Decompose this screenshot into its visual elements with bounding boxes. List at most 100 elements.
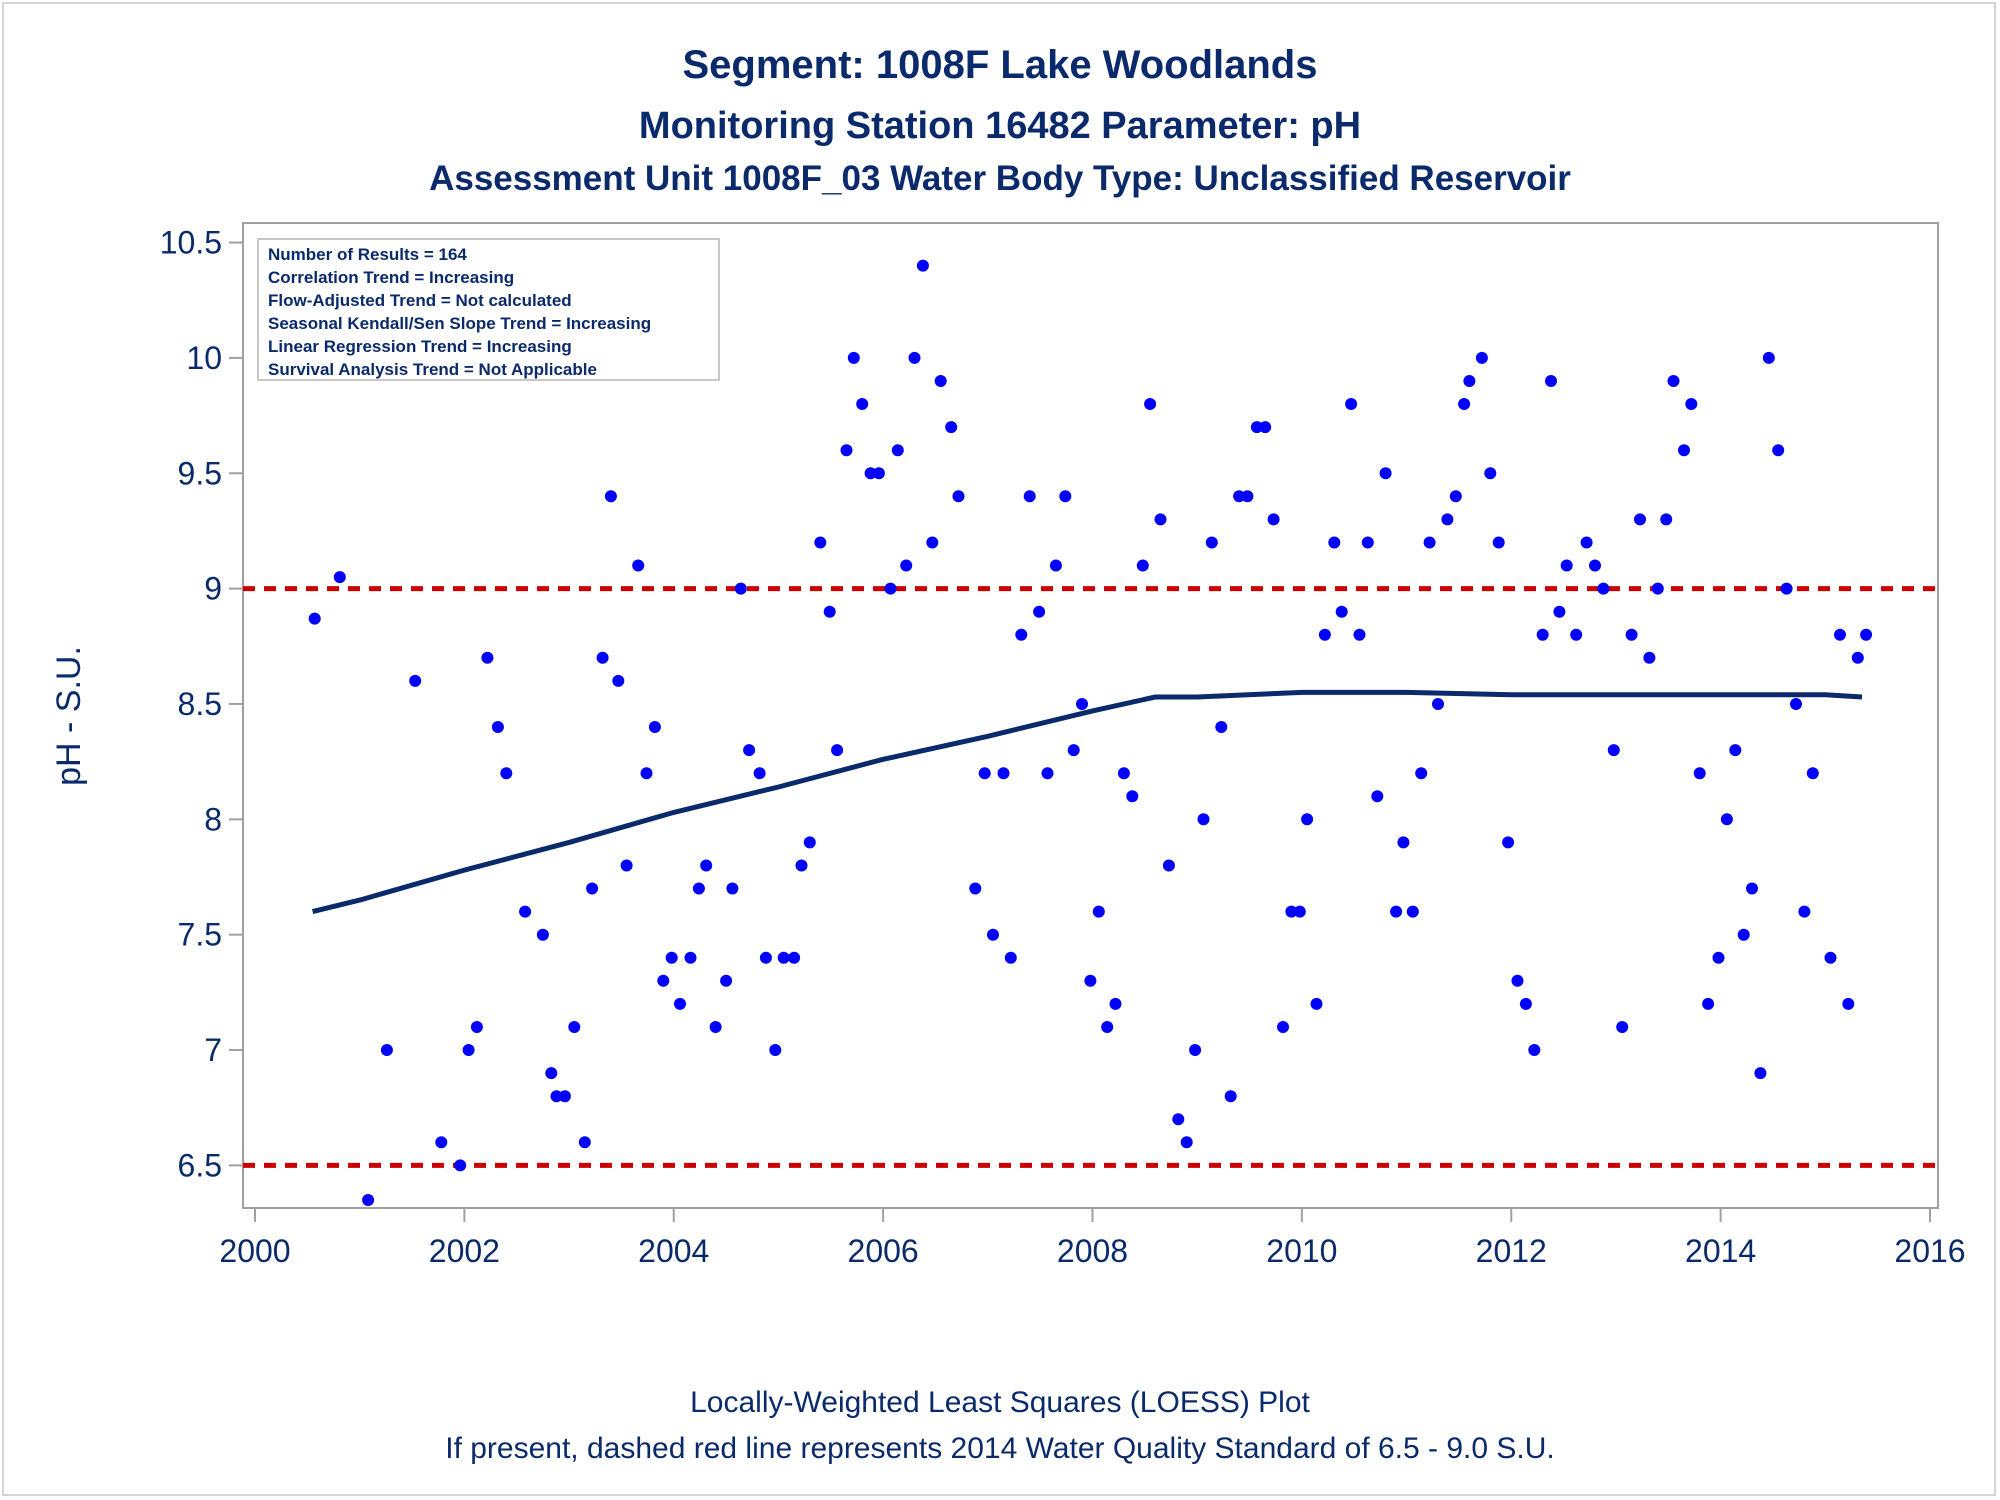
data-point: [1475, 351, 1488, 364]
chart-subtitle-2: Assessment Unit 1008F_03 Water Body Type…: [429, 159, 1571, 198]
data-point: [308, 612, 321, 625]
data-point: [1678, 444, 1690, 457]
data-point: [1693, 767, 1706, 780]
data-point: [1634, 513, 1646, 526]
data-point: [1712, 951, 1725, 964]
data-point: [491, 721, 504, 733]
chart-subtitle: Monitoring Station 16482 Parameter: pH: [639, 105, 1361, 147]
data-point: [856, 398, 869, 410]
data-point: [1580, 536, 1593, 549]
data-point: [568, 1021, 581, 1033]
plot-area: [242, 222, 1939, 1209]
info-line-3: Flow-Adjusted Trend = Not calculated: [268, 291, 572, 310]
data-point: [1310, 997, 1323, 1010]
data-point: [997, 767, 1010, 780]
footnote-2: If present, dashed red line represents 2…: [445, 1432, 1555, 1465]
data-point: [1241, 490, 1254, 503]
data-point: [840, 444, 853, 457]
data-point: [753, 767, 766, 780]
data-point: [1015, 628, 1028, 641]
data-point: [578, 1136, 591, 1149]
data-point: [1318, 628, 1331, 641]
data-point: [1772, 444, 1785, 457]
data-point: [500, 767, 513, 780]
data-point: [692, 882, 705, 895]
data-point: [1361, 536, 1374, 549]
data-point: [1415, 767, 1428, 780]
data-point: [640, 767, 653, 780]
data-point: [1335, 605, 1348, 618]
data-point: [1834, 628, 1846, 641]
data-point: [1570, 628, 1583, 641]
y-tick-label: 9: [204, 571, 222, 607]
info-line-6: Survival Analysis Trend = Not Applicable: [268, 360, 597, 379]
y-tick-label: 6.5: [178, 1147, 222, 1183]
data-point: [674, 997, 686, 1010]
data-point: [884, 582, 897, 595]
x-tick-label: 2014: [1685, 1233, 1756, 1269]
data-point: [934, 375, 947, 387]
data-point: [769, 1044, 782, 1056]
data-point: [333, 571, 346, 584]
data-point: [612, 674, 625, 687]
data-point: [1371, 790, 1384, 803]
data-point: [1851, 651, 1864, 664]
data-point: [847, 351, 860, 364]
standard-lines: [243, 586, 1938, 1168]
data-point: [900, 559, 913, 572]
x-tick-label: 2008: [1057, 1233, 1128, 1269]
x-tick-label: 2016: [1894, 1233, 1965, 1269]
data-point: [803, 836, 816, 849]
data-point: [908, 351, 921, 364]
data-point: [926, 536, 939, 549]
data-point: [952, 490, 965, 503]
data-point: [1215, 721, 1228, 733]
data-point: [1492, 536, 1505, 549]
data-point: [1441, 513, 1454, 526]
data-point: [1233, 490, 1246, 503]
data-point: [1484, 467, 1497, 480]
data-point: [1004, 951, 1017, 964]
data-point: [1660, 513, 1673, 526]
data-point: [1737, 928, 1750, 941]
data-point: [1798, 905, 1811, 918]
data-point: [1545, 375, 1557, 387]
data-point: [462, 1044, 475, 1056]
data-point: [1685, 398, 1698, 410]
data-point: [1449, 490, 1462, 503]
y-tick-label: 10: [186, 340, 222, 376]
data-point: [1536, 628, 1549, 641]
data-point: [1267, 513, 1280, 526]
data-point: [1790, 698, 1802, 710]
data-point: [1205, 536, 1218, 549]
data-point: [726, 882, 739, 895]
data-point: [916, 259, 929, 272]
data-point: [409, 674, 422, 687]
data-point: [1162, 859, 1175, 872]
data-point: [795, 859, 808, 872]
data-point: [1301, 813, 1314, 826]
data-point: [632, 559, 645, 572]
data-point: [1023, 490, 1036, 503]
data-point: [1041, 767, 1054, 780]
data-point: [1519, 997, 1532, 1010]
data-point: [1049, 559, 1062, 572]
data-point: [814, 536, 827, 549]
data-point: [864, 467, 877, 480]
data-point: [1285, 905, 1298, 918]
data-point: [1406, 905, 1419, 918]
data-point: [891, 444, 904, 457]
data-point: [1824, 951, 1837, 964]
y-tick-label: 8: [204, 801, 222, 837]
data-point: [470, 1021, 483, 1033]
data-point: [969, 882, 982, 895]
y-axis-label: pH - S.U.: [50, 646, 88, 786]
data-point: [987, 928, 999, 941]
data-point: [831, 744, 844, 757]
data-point: [1560, 559, 1573, 572]
data-point: [945, 421, 958, 434]
data-point: [435, 1136, 448, 1149]
data-point: [1729, 744, 1742, 757]
x-tick-label: 2012: [1476, 1233, 1547, 1269]
